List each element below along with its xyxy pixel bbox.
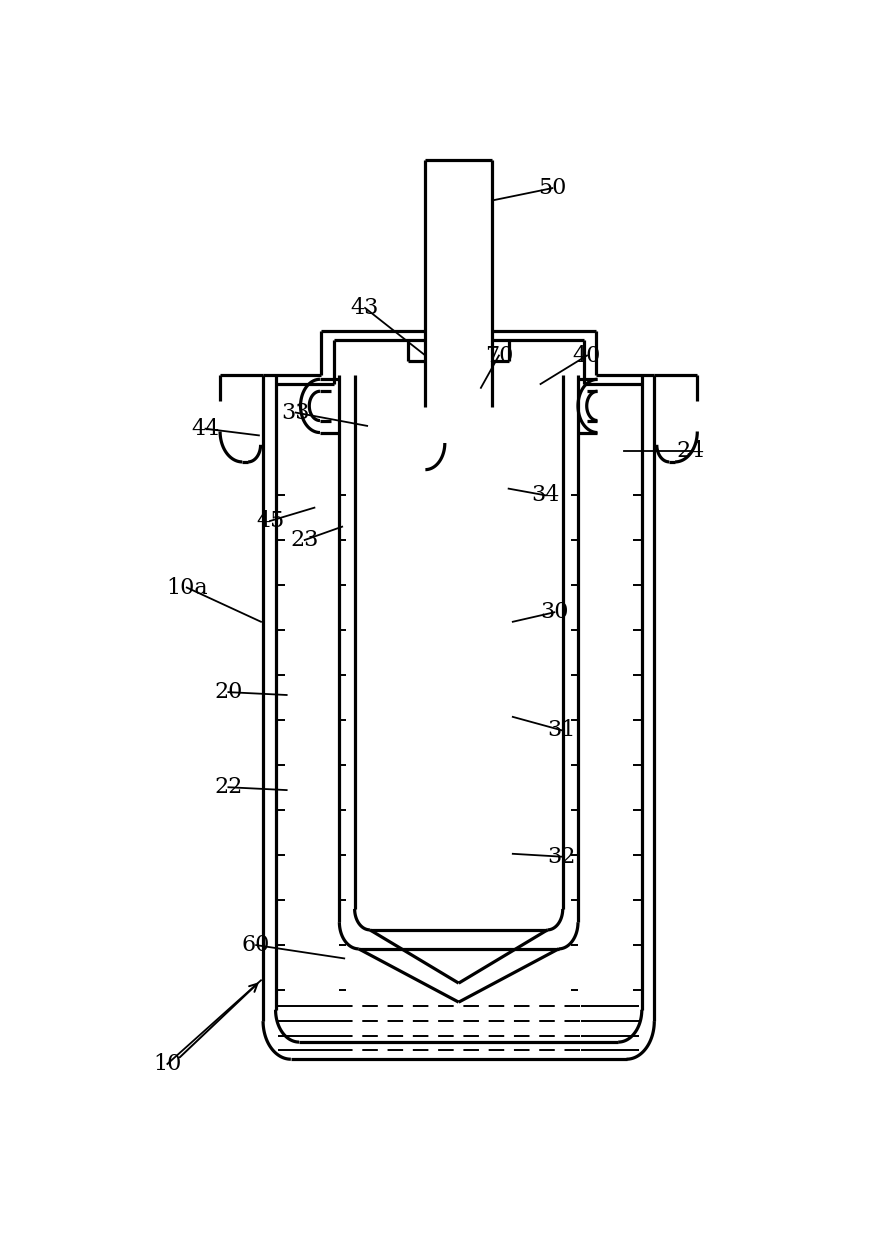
- Text: 43: 43: [350, 296, 379, 319]
- Text: 24: 24: [676, 440, 704, 462]
- Text: 22: 22: [214, 777, 242, 798]
- Text: 34: 34: [531, 484, 559, 506]
- Text: 10a: 10a: [165, 577, 207, 599]
- Text: 23: 23: [291, 529, 318, 551]
- Text: 40: 40: [572, 345, 601, 367]
- Text: 20: 20: [214, 682, 242, 703]
- Text: 60: 60: [241, 934, 270, 956]
- Text: 33: 33: [281, 401, 309, 424]
- Text: 70: 70: [485, 345, 512, 367]
- Text: 50: 50: [537, 177, 566, 199]
- Text: 30: 30: [540, 601, 568, 624]
- Text: 45: 45: [256, 510, 283, 532]
- Text: 32: 32: [546, 846, 575, 868]
- Text: 44: 44: [191, 417, 219, 440]
- Text: 10: 10: [153, 1053, 181, 1074]
- Text: 31: 31: [546, 719, 575, 741]
